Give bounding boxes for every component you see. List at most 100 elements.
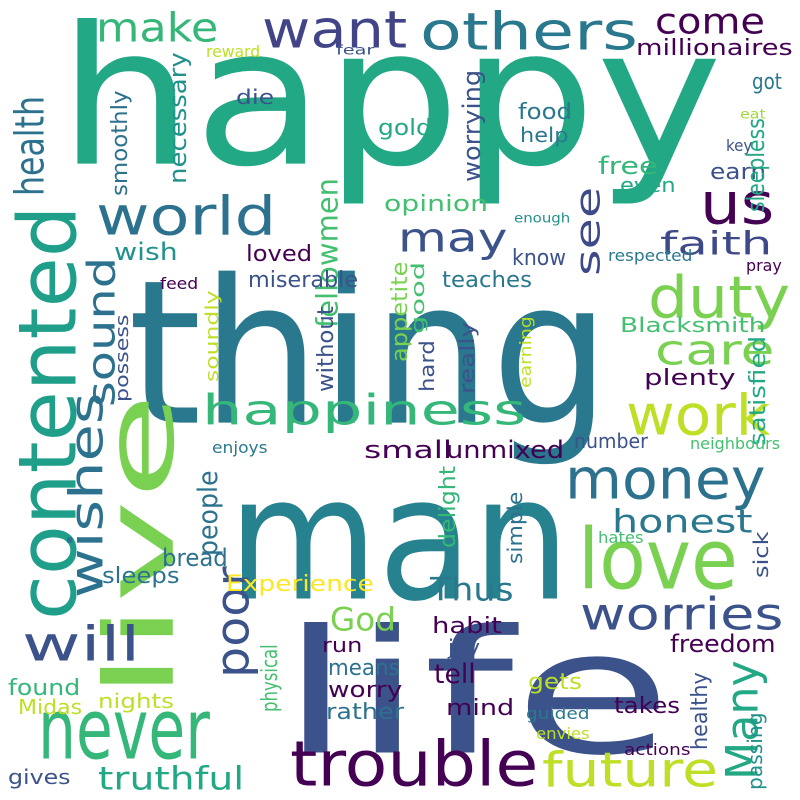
- word-truthful: truthful: [98, 760, 245, 797]
- word-sick: sick: [750, 531, 773, 578]
- word-plenty: plenty: [644, 366, 736, 391]
- word-fear: fear: [336, 42, 375, 58]
- word-midas: Midas: [18, 696, 83, 719]
- word-without: without: [314, 306, 339, 392]
- word-small: small: [364, 436, 453, 464]
- word-thing: thing: [128, 236, 611, 471]
- word-will: will: [22, 615, 141, 672]
- word-neighbours: neighbours: [690, 434, 781, 453]
- word-loved: loved: [246, 242, 313, 267]
- word-respected: respected: [608, 246, 693, 265]
- word-healthy: healthy: [688, 672, 713, 750]
- word-habit: habit: [432, 614, 502, 639]
- word-means: means: [328, 656, 400, 681]
- word-duty: duty: [648, 264, 791, 332]
- word-key: key: [726, 136, 753, 155]
- word-love: love: [578, 510, 738, 609]
- word-passing: passing: [744, 712, 767, 790]
- word-physical: physical: [258, 644, 283, 712]
- word-satisfied: satisfied: [746, 335, 771, 446]
- word-delight: delight: [436, 465, 461, 548]
- word-feed: feed: [160, 274, 199, 293]
- word-actions: actions: [624, 740, 691, 759]
- word-possess: possess: [112, 314, 133, 402]
- word-got: got: [752, 70, 782, 95]
- word-unmixed: unmixed: [446, 436, 565, 464]
- word-envies: envies: [536, 724, 590, 743]
- word-worrying: worrying: [458, 69, 486, 182]
- word-thus: Thus: [430, 571, 514, 608]
- word-blacksmith: Blacksmith: [620, 314, 766, 337]
- word-hates: hates: [598, 528, 644, 547]
- word-others: others: [420, 1, 638, 62]
- word-necessary: necessary: [164, 52, 192, 184]
- word-simple: simple: [504, 491, 527, 564]
- word-die: die: [236, 86, 275, 109]
- word-earn: earn: [710, 160, 767, 185]
- word-takes: takes: [614, 694, 680, 719]
- word-work: work: [626, 382, 771, 448]
- word-health: health: [6, 96, 53, 196]
- word-trouble: trouble: [290, 729, 539, 800]
- word-miserable: miserable: [248, 268, 359, 293]
- word-god: God: [330, 601, 396, 638]
- word-man: man: [228, 438, 571, 640]
- word-opinion: opinion: [384, 192, 489, 217]
- word-enjoys: enjoys: [212, 438, 268, 457]
- word-experience: Experience: [226, 572, 374, 597]
- word-free: free: [598, 152, 658, 180]
- word-earning: earning: [516, 316, 535, 388]
- word-worries: worries: [580, 588, 784, 640]
- word-pray: pray: [746, 256, 782, 275]
- word-even: even: [620, 174, 676, 197]
- word-gold: gold: [378, 116, 432, 141]
- word-world: world: [96, 185, 277, 248]
- word-happiness: happiness: [202, 386, 527, 435]
- word-hard: hard: [416, 340, 439, 392]
- word-help: help: [520, 124, 569, 147]
- word-nights: nights: [98, 690, 174, 713]
- word-mind: mind: [446, 696, 515, 721]
- word-sleeps: sleeps: [102, 564, 180, 589]
- word-life: life: [280, 592, 673, 794]
- word-number: number: [574, 430, 648, 453]
- word-run: run: [322, 634, 363, 657]
- word-come: come: [655, 0, 765, 42]
- word-sleepless: sleepless: [742, 118, 770, 212]
- word-gives: gives: [8, 766, 71, 789]
- word-enough: enough: [514, 210, 571, 226]
- word-reward: reward: [206, 42, 261, 61]
- word-never: never: [38, 680, 210, 779]
- word-want: want: [262, 0, 408, 60]
- word-faith: faith: [660, 225, 773, 262]
- word-millionaires: millionaires: [636, 36, 793, 61]
- word-guided: guided: [526, 704, 590, 723]
- word-soundly: soundly: [202, 290, 223, 382]
- word-rather: rather: [326, 700, 405, 725]
- word-food: food: [518, 100, 573, 125]
- word-happy: happy: [58, 0, 723, 210]
- word-found: found: [8, 676, 81, 701]
- word-eat: eat: [740, 106, 766, 122]
- word-money: money: [565, 446, 766, 512]
- word-honest: honest: [612, 503, 753, 540]
- word-good: good: [408, 261, 429, 334]
- word-see: see: [569, 186, 608, 276]
- word-really: really: [456, 321, 479, 394]
- word-us: us: [700, 170, 775, 238]
- word-smoothly: smoothly: [108, 90, 133, 196]
- word-make: make: [96, 4, 219, 51]
- word-tell: tell: [434, 660, 476, 690]
- word-bread: bread: [162, 544, 228, 572]
- word-worry: worry: [328, 678, 403, 703]
- word-teaches: teaches: [442, 268, 532, 293]
- word-gets: gets: [528, 670, 582, 695]
- word-may: may: [398, 214, 508, 261]
- word-know: know: [512, 246, 567, 271]
- word-joy: joy: [448, 636, 481, 659]
- word-care: care: [655, 326, 775, 375]
- word-freedom: freedom: [670, 630, 776, 658]
- word-future: future: [542, 741, 718, 798]
- word-wish: wish: [114, 238, 178, 266]
